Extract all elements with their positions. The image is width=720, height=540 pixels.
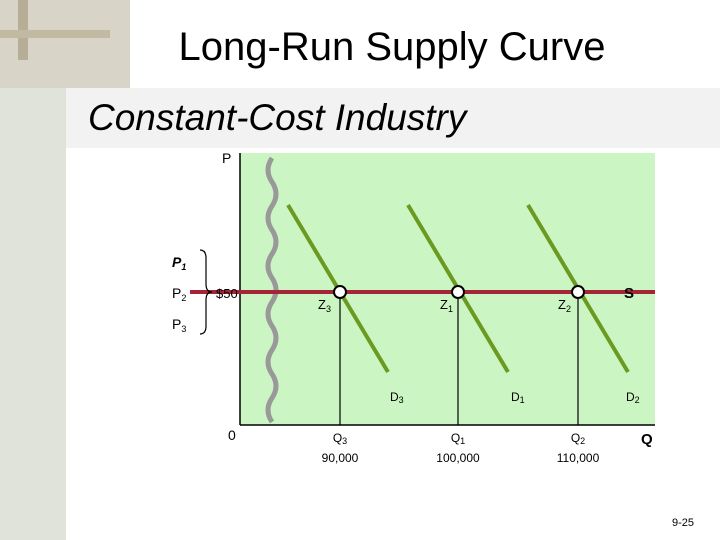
price-label: P1 bbox=[172, 254, 186, 272]
demand-label: D1 bbox=[511, 390, 525, 405]
price-label: P3 bbox=[172, 316, 186, 334]
quantity-value: 100,000 bbox=[436, 451, 480, 465]
subtitle: Constant-Cost Industry bbox=[88, 97, 469, 138]
diagram: P 0 Q P1 P2 P3 $50 S Z3 Z1 Z2 D3 D1 D2 Q… bbox=[172, 150, 655, 465]
brace bbox=[199, 249, 213, 335]
equilibrium-point bbox=[451, 285, 465, 299]
price-value: $50 bbox=[216, 286, 238, 301]
quantity-value: 110,000 bbox=[557, 451, 600, 465]
quantity-label: Q1 bbox=[451, 431, 465, 446]
title: Long-Run Supply Curve bbox=[179, 25, 606, 69]
equilibrium-label: Z3 bbox=[318, 297, 331, 314]
supply-label: S bbox=[624, 285, 634, 302]
quantity-label: Q3 bbox=[333, 431, 347, 446]
subtitle-band bbox=[66, 88, 720, 148]
origin-label: 0 bbox=[228, 427, 236, 443]
equilibrium-label: Z2 bbox=[558, 297, 571, 314]
equilibrium-point bbox=[571, 285, 585, 299]
quantity-label: Q2 bbox=[571, 431, 585, 446]
equilibrium-label: Z1 bbox=[440, 297, 453, 314]
demand-label: D3 bbox=[390, 390, 404, 405]
quantity-value: 90,000 bbox=[322, 451, 359, 465]
corner-beam bbox=[0, 30, 110, 38]
demand-label: D2 bbox=[626, 390, 640, 405]
x-axis-label: Q bbox=[641, 431, 653, 448]
left-strip bbox=[0, 0, 66, 540]
y-axis-label: P bbox=[222, 150, 231, 166]
price-label: P2 bbox=[172, 285, 186, 303]
equilibrium-point bbox=[333, 285, 347, 299]
plot-area bbox=[240, 153, 655, 425]
page-number: 9-25 bbox=[672, 517, 694, 529]
